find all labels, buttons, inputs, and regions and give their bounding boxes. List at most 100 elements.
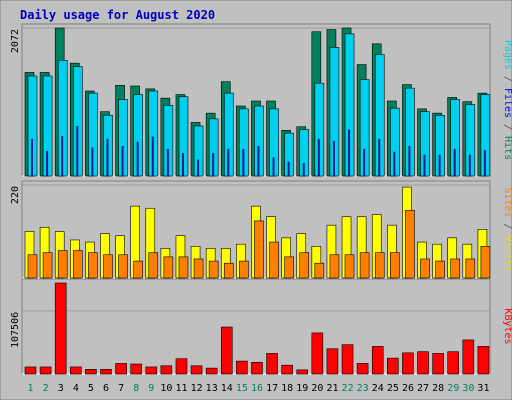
panel-visits-axis-label-part-2: Visits: [502, 236, 512, 272]
bar-visits-sites-day-22: [344, 254, 355, 279]
bar-kbytes-kbytes-day-10: [160, 365, 173, 375]
bar-hits-pages-day-4: [76, 126, 79, 176]
bar-visits-sites-day-28: [435, 260, 445, 279]
bar-hits-pages-day-31: [483, 150, 486, 176]
panel-hits-axis-label-part-4: Hits: [502, 136, 512, 160]
bar-visits-sites-day-18: [284, 256, 294, 279]
bar-kbytes-kbytes-day-4: [69, 366, 82, 375]
x-tick-label-day-8: 8: [133, 383, 139, 394]
bar-hits-pages-day-17: [272, 157, 275, 176]
bar-visits-sites-day-17: [269, 241, 279, 279]
bar-hits-pages-day-1: [31, 138, 33, 176]
x-tick-label-day-22: 22: [342, 383, 354, 394]
x-tick-label-day-26: 26: [402, 383, 414, 394]
bar-kbytes-kbytes-day-28: [432, 353, 444, 375]
bar-hits-pages-day-10: [166, 148, 169, 176]
panel-hits: 2072 Pages / Files / Hits: [10, 23, 512, 177]
x-tick-label-day-11: 11: [175, 383, 187, 394]
bar-kbytes-kbytes-day-27: [417, 351, 429, 375]
bar-kbytes-kbytes-day-3: [54, 282, 67, 375]
x-tick-label-day-30: 30: [462, 383, 474, 394]
chart-panels: 2072 Pages / Files / Hits 220 Sites / Visit…: [10, 23, 512, 375]
x-tick-label-day-28: 28: [432, 383, 444, 394]
panel-visits-tick-label: 220: [10, 186, 21, 204]
bar-kbytes-kbytes-day-9: [145, 366, 158, 375]
x-tick-label-day-20: 20: [311, 383, 323, 394]
panel-hits-axis-label-part-0: Pages: [502, 40, 512, 70]
bar-kbytes-kbytes-day-12: [190, 365, 203, 375]
bar-visits-sites-day-2: [42, 252, 53, 279]
bar-hits-pages-day-18: [287, 161, 290, 176]
bar-kbytes-kbytes-day-11: [175, 358, 188, 375]
bar-kbytes-kbytes-day-5: [85, 369, 97, 375]
x-tick-label-day-25: 25: [387, 383, 399, 394]
x-tick-label-day-6: 6: [103, 383, 109, 394]
x-tick-label-day-13: 13: [206, 383, 218, 394]
bar-visits-sites-day-29: [450, 258, 461, 279]
bar-kbytes-kbytes-day-2: [39, 366, 52, 375]
bar-hits-pages-day-24: [378, 138, 381, 176]
x-tick-label-day-29: 29: [447, 383, 459, 394]
x-tick-label-day-16: 16: [251, 383, 263, 394]
bar-hits-pages-day-22: [348, 129, 351, 176]
x-tick-label-day-18: 18: [281, 383, 293, 394]
bar-visits-sites-day-4: [72, 250, 83, 279]
bar-visits-sites-day-9: [148, 252, 159, 279]
bar-hits-pages-day-29: [453, 148, 456, 176]
bar-hits-pages-day-3: [61, 136, 64, 176]
panel-kbytes: 107506 KBytes: [10, 278, 512, 375]
bar-kbytes-kbytes-day-23: [356, 363, 369, 375]
bar-visits-sites-day-13: [208, 260, 219, 279]
panel-visits-axis-label-part-1: /: [502, 217, 512, 235]
panel-hits-tick-label: 2072: [10, 29, 21, 53]
bar-hits-pages-day-12: [197, 159, 200, 176]
bar-hits-pages-day-14: [227, 148, 230, 176]
panel-kbytes-axis-label-part-0: KBytes: [502, 308, 512, 344]
bar-visits-sites-day-12: [193, 258, 204, 279]
bar-kbytes-kbytes-day-26: [402, 352, 414, 375]
bar-hits-pages-day-8: [136, 141, 139, 176]
bar-hits-pages-day-25: [393, 151, 396, 176]
bar-kbytes-kbytes-day-20: [311, 332, 324, 375]
panel-visits-axis-label: Sites / Visits: [502, 187, 512, 271]
bar-visits-sites-day-3: [57, 250, 68, 279]
x-tick-label-day-9: 9: [148, 383, 154, 394]
panel-hits-axis-label-part-2: Files: [502, 88, 512, 118]
bar-kbytes-kbytes-day-7: [115, 363, 127, 375]
bar-kbytes-kbytes-day-25: [387, 357, 399, 375]
bar-visits-sites-day-30: [465, 258, 476, 279]
x-tick-label-day-27: 27: [417, 383, 429, 394]
bar-kbytes-kbytes-day-22: [341, 344, 354, 375]
x-tick-label-day-7: 7: [118, 383, 124, 394]
bar-hits-pages-day-15: [242, 148, 245, 176]
bar-visits-sites-day-7: [118, 254, 128, 279]
bar-hits-pages-day-5: [91, 147, 94, 176]
panel-visits: 220 Sites / Visits: [10, 180, 512, 279]
bar-hits-pages-day-9: [151, 136, 154, 176]
bar-kbytes-kbytes-day-17: [266, 353, 278, 375]
bar-visits-sites-day-26: [405, 210, 415, 279]
bar-kbytes-kbytes-day-18: [281, 364, 293, 375]
chart-title: Daily usage for August 2020: [20, 8, 215, 22]
x-tick-label-day-14: 14: [221, 383, 233, 394]
bar-visits-sites-day-27: [420, 258, 430, 279]
bar-kbytes-kbytes-day-16: [251, 361, 263, 375]
x-tick-label-day-12: 12: [191, 383, 203, 394]
x-tick-label-day-2: 2: [43, 383, 49, 394]
x-axis: 1 2 3 4 5 6 7 8 9 10 11 12 13 14 15 16 17 18 19 20 21 22 23 24 2…: [28, 383, 490, 394]
bar-hits-pages-day-13: [212, 153, 215, 176]
bar-hits-pages-day-7: [121, 146, 124, 176]
bar-hits-pages-day-19: [302, 163, 305, 176]
bar-visits-sites-day-5: [88, 252, 98, 279]
bar-hits-pages-day-27: [423, 154, 426, 176]
bar-visits-sites-day-15: [239, 260, 249, 279]
panel-hits-axis-label-part-3: /: [502, 118, 512, 136]
bar-kbytes-kbytes-day-19: [296, 369, 309, 375]
bar-hits-pages-day-11: [181, 153, 184, 176]
bar-kbytes-kbytes-day-15: [236, 360, 248, 375]
bar-kbytes-kbytes-day-21: [326, 348, 339, 375]
bar-visits-sites-day-21: [329, 254, 340, 279]
bar-visits-sites-day-19: [299, 252, 310, 279]
bar-visits-sites-day-14: [223, 262, 234, 279]
